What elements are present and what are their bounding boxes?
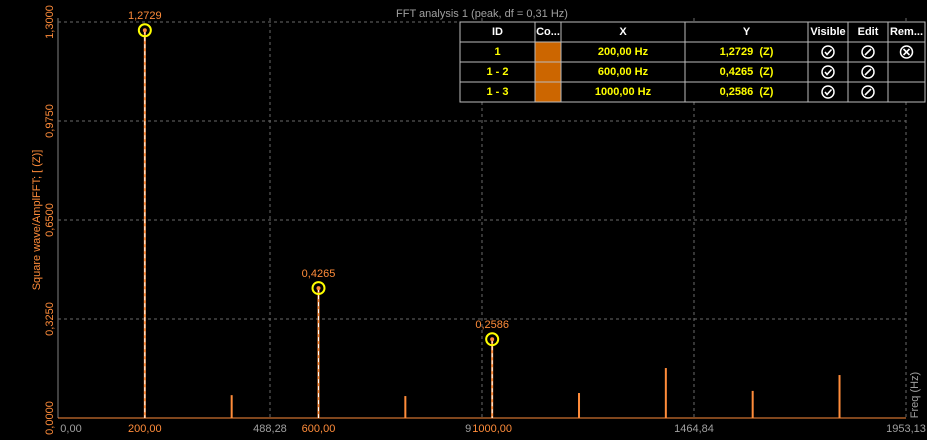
icon-edit-glyph [864, 68, 872, 76]
value-label: 1,2729 [128, 10, 162, 22]
y-tick-label: 0,6500 [44, 203, 56, 237]
spectrum-line [578, 393, 581, 418]
spectrum-line [838, 375, 841, 418]
icon-remove-glyph [902, 48, 911, 56]
cursor-marker [137, 23, 152, 38]
spectrum-line [404, 396, 407, 418]
table-cell [887, 81, 926, 103]
spectrum-line [751, 390, 754, 418]
cursor-dot [142, 28, 147, 33]
chart-title: FFT analysis 1 (peak, df = 0,31 Hz) [396, 8, 568, 20]
cell-text: 0,2586 (Z) [720, 86, 774, 98]
table-cell [887, 61, 926, 83]
icon-check-glyph [824, 68, 833, 76]
cursor-tick-bg [124, 422, 165, 436]
header-label: ID [492, 26, 503, 38]
icon-edit-glyph [864, 48, 872, 56]
header-label: Edit [858, 26, 879, 38]
spectrum-line [491, 339, 494, 418]
table-cell [534, 41, 562, 63]
header-label: Rem... [890, 26, 923, 38]
cursor-tick-label: 600,00 [302, 423, 336, 435]
x-tick-label: 488,28 [253, 423, 287, 435]
spectrum-line [664, 368, 667, 418]
icon-check [821, 65, 835, 79]
cell-text: 200,00 Hz [598, 46, 649, 58]
header-label: Co... [536, 26, 560, 38]
icon-edit [861, 65, 875, 79]
table-cell [807, 81, 849, 103]
cursor-tick-label: 1000,00 [472, 423, 512, 435]
header-label: Visible [810, 26, 845, 38]
cell-text: 1 - 2 [486, 66, 508, 78]
y-tick-label: 1,3000 [44, 5, 56, 39]
y-tick-label: 0,0000 [44, 401, 56, 435]
spectrum-line [143, 30, 146, 419]
table-cell [807, 61, 849, 83]
header-label: Y [743, 26, 751, 38]
value-label: 0,4265 [302, 268, 336, 280]
cursor-marker [485, 332, 500, 347]
icon-check [821, 85, 835, 99]
cursor-tick-bg [298, 422, 339, 436]
cursor-dot [316, 286, 321, 291]
y-tick-label: 0,3250 [44, 302, 56, 336]
x-tick-label: 1953,13 [886, 423, 926, 435]
header-label: X [619, 26, 627, 38]
icon-remove [899, 45, 914, 59]
cell-text: 1,2729 (Z) [720, 46, 774, 58]
cursor-tick-bg [472, 422, 513, 436]
cell-text: 1 [494, 46, 500, 58]
cursor-dot [490, 337, 495, 342]
y-tick-label: 0,9750 [44, 104, 56, 138]
x-axis-title: Freq (Hz) [909, 372, 921, 418]
cell-text: 1000,00 Hz [595, 86, 652, 98]
y-axis-title: Square wave/AmplFFT; [ (Z)] [31, 150, 43, 291]
table-cell [534, 81, 562, 103]
icon-edit [861, 85, 875, 99]
x-tick-label: 0,00 [60, 423, 81, 435]
cursor-tick-label: 200,00 [128, 423, 162, 435]
table-cell [807, 41, 849, 63]
icon-edit [861, 45, 875, 59]
cell-text: 1 - 3 [486, 86, 508, 98]
icon-check-glyph [824, 88, 833, 96]
icon-edit-glyph [864, 88, 872, 96]
value-label: 0,2586 [475, 319, 509, 331]
cell-text: 0,4265 (Z) [720, 66, 774, 78]
icon-check [821, 45, 835, 59]
icon-check-glyph [824, 48, 833, 56]
x-tick-label: 1464,84 [674, 423, 714, 435]
cell-text: 600,00 Hz [598, 66, 649, 78]
spectrum-line [230, 395, 233, 418]
cursor-marker [311, 281, 326, 296]
table-cell [534, 61, 562, 83]
cursor-table: ID Co... X Y Visible Edit Rem... 1 200,00 Hz 1,27… [459, 21, 926, 103]
